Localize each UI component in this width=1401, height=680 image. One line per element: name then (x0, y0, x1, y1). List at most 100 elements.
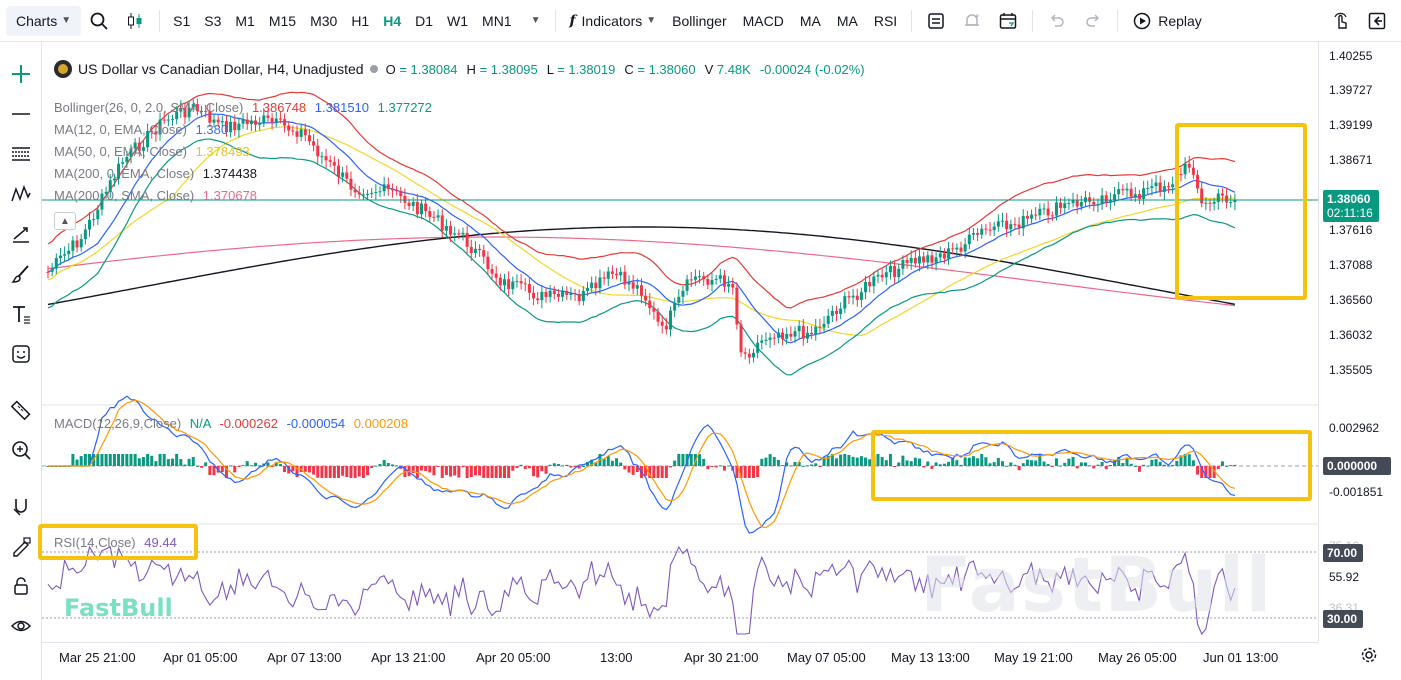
candle-body (1220, 193, 1224, 196)
timeframe-mn1[interactable]: MN1 (482, 12, 512, 29)
symbol-legend[interactable]: US Dollar vs Canadian Dollar, H4, Unadju… (54, 60, 865, 78)
candle-body (71, 240, 75, 251)
macd-histogram-bar (1001, 461, 1004, 466)
macd-histogram-bar (287, 466, 291, 474)
brush-tool[interactable] (7, 260, 35, 288)
eye-icon (10, 620, 32, 632)
macd-legend[interactable]: MACD(12,26,9,Close) N/A -0.000262 -0.000… (54, 416, 408, 431)
measure-tool[interactable] (7, 396, 35, 424)
quick-indicator-ma-2[interactable]: MA (836, 12, 858, 29)
collapse-legend-button[interactable]: ▲ (54, 212, 76, 230)
alert-button[interactable] (954, 6, 990, 36)
macd-histogram-bar (1175, 460, 1179, 466)
timeframe-m15[interactable]: M15 (268, 12, 297, 29)
macd-histogram-bar (361, 466, 365, 478)
candle-body (872, 276, 876, 287)
indicator-legend-bollinger[interactable]: Bollinger(26, 0, 2.0, SMA, Close) 1.3867… (54, 100, 432, 115)
candle-body (1075, 200, 1079, 207)
timeframe-s3[interactable]: S3 (204, 12, 222, 29)
candle-body (283, 119, 287, 126)
redo-button[interactable] (1075, 6, 1111, 36)
candle-body (67, 250, 71, 255)
chevron-up-icon: ▲ (60, 215, 70, 227)
replay-button[interactable]: Replay (1124, 6, 1210, 36)
time-label: May 07 05:00 (787, 650, 866, 665)
chart-type-button[interactable] (117, 6, 153, 36)
time-label: 13:00 (600, 650, 633, 665)
macd-histogram-bar (586, 461, 589, 466)
quick-indicator-bollinger[interactable]: Bollinger (672, 12, 727, 29)
indicator-legend-ma12[interactable]: MA(12, 0, EMA, Close) 1.380 (54, 122, 228, 137)
macd-histogram-bar (942, 463, 946, 466)
quick-indicator-rsi[interactable]: RSI (873, 12, 898, 29)
macd-histogram-bar (75, 459, 79, 466)
price-axis[interactable]: 1.40255 1.39727 1.39199 1.38671 1.37616 … (1318, 42, 1401, 642)
indicators-button[interactable]: f Indicators ▼ (562, 6, 665, 36)
text-tool[interactable] (7, 300, 35, 328)
lock-drawings-tool[interactable] (7, 572, 35, 600)
macd-histogram-bar (938, 464, 942, 466)
macd-histogram-bar (386, 463, 390, 466)
candle-body (689, 279, 693, 281)
rsi-legend[interactable]: RSI(14,Close) 49.44 (54, 535, 177, 550)
macd-histogram-bar (1104, 466, 1108, 470)
candle-body (378, 191, 382, 193)
timeframe-m1[interactable]: M1 (235, 12, 255, 29)
timeframe-s1[interactable]: S1 (173, 12, 191, 29)
macd-histogram-bar (652, 466, 656, 478)
macd-histogram-bar (237, 466, 241, 467)
timeframe-h1[interactable]: H1 (351, 12, 370, 29)
charts-menu-button[interactable]: Charts ▼ (6, 5, 82, 36)
candle-body (100, 193, 104, 210)
candle-body (361, 194, 365, 196)
candle-body (129, 148, 133, 157)
zoom-tool[interactable] (7, 436, 35, 464)
indicator-value: 1.374438 (202, 166, 258, 181)
exit-fullscreen-button[interactable] (1359, 6, 1395, 36)
timeframe-more-button[interactable]: ▼ (519, 6, 549, 36)
candle-body (830, 310, 834, 316)
templates-button[interactable] (918, 6, 954, 36)
indicator-legend-ema200[interactable]: MA(200, 0, EMA, Close) 1.374438 (54, 166, 257, 181)
emoji-tool[interactable] (7, 340, 35, 368)
price-label: 1.39727 (1329, 83, 1373, 97)
candle-body (117, 163, 121, 179)
drawing-sync-button[interactable] (1323, 6, 1359, 36)
chart-settings-button[interactable] (1360, 646, 1378, 667)
timeframe-m30[interactable]: M30 (310, 12, 338, 29)
hide-drawings-tool[interactable] (7, 612, 35, 640)
timeframe-w1[interactable]: W1 (447, 12, 469, 29)
macd-histogram-bar (312, 466, 316, 475)
stay-drawing-tool[interactable] (7, 532, 35, 560)
pattern-tool[interactable] (7, 180, 35, 208)
undo-button[interactable] (1039, 6, 1075, 36)
fib-tool[interactable] (7, 140, 35, 168)
macd-histogram-bar (785, 462, 789, 466)
chevron-down-icon: ▼ (646, 15, 657, 26)
chart-area[interactable]: FastBull FastBull US Dollar vs Canadian … (38, 42, 1401, 680)
time-axis[interactable]: Mar 25 21:00 Apr 01 05:00 Apr 07 13:00 A… (42, 642, 1318, 672)
timeframe-d1[interactable]: D1 (415, 12, 434, 29)
indicator-legend-ma50[interactable]: MA(50, 0, EMA, Close) 1.378493 (54, 144, 250, 159)
candle-body (370, 192, 374, 194)
candle-body (457, 233, 461, 235)
macd-histogram-bar (577, 466, 581, 469)
projection-tool[interactable] (7, 220, 35, 248)
quick-indicator-macd[interactable]: MACD (742, 12, 784, 29)
timeframe-h4[interactable]: H4 (383, 12, 402, 29)
candle-body (171, 119, 174, 121)
crosshair-tool[interactable] (7, 60, 35, 88)
search-button[interactable] (81, 6, 117, 36)
calendar-button[interactable] (990, 6, 1026, 36)
macd-histogram-bar (673, 460, 677, 466)
quick-indicator-ma[interactable]: MA (799, 12, 821, 29)
price-label: 1.37616 (1329, 223, 1373, 237)
macd-histogram-bar (212, 466, 216, 476)
indicator-legend-sma200[interactable]: MA(200, 0, SMA, Close) 1.370678 (54, 188, 257, 203)
candle-body (328, 160, 332, 162)
candle-body (918, 256, 921, 264)
chart-canvas[interactable] (42, 42, 1318, 642)
magnet-tool[interactable] (7, 492, 35, 520)
trend-line-tool[interactable] (7, 100, 35, 128)
templates-icon (928, 12, 944, 29)
